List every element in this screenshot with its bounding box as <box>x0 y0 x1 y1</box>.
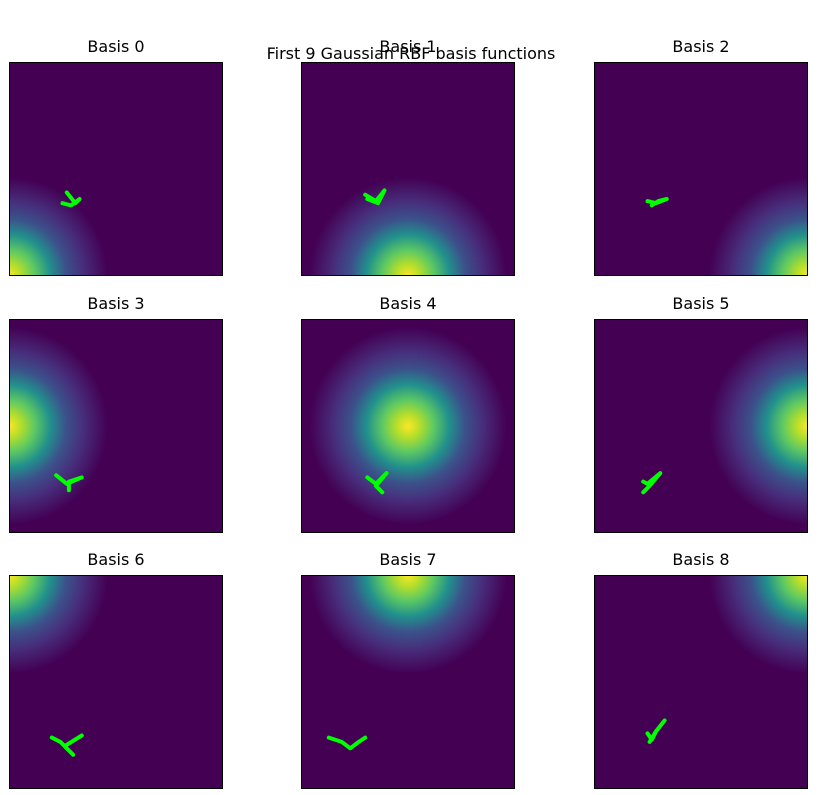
heatmap-plot <box>9 62 223 276</box>
panel-title: Basis 4 <box>379 294 437 313</box>
gaussian-basis-field <box>594 62 808 276</box>
gaussian-basis-field <box>9 319 223 533</box>
marker-stroke <box>365 471 389 495</box>
gaussian-basis-field <box>594 319 808 533</box>
panel-title: Basis 8 <box>672 550 730 569</box>
marker-stroke <box>54 473 84 493</box>
axes-frame <box>594 575 808 789</box>
panel-title: Basis 7 <box>379 550 437 569</box>
axes-frame <box>301 319 515 533</box>
heatmap-plot <box>9 319 223 533</box>
basis-panel-7: Basis 7 <box>301 551 515 789</box>
panel-title: Basis 2 <box>672 37 730 56</box>
basis-panel-5: Basis 5 <box>594 295 808 533</box>
heatmap-plot <box>594 62 808 276</box>
basis-panel-0: Basis 0 <box>9 38 223 276</box>
gaussian-basis-field <box>9 62 223 276</box>
gaussian-basis-field <box>301 575 515 789</box>
heatmap-plot <box>594 319 808 533</box>
axes-frame <box>9 575 223 789</box>
panel-title: Basis 1 <box>379 37 437 56</box>
heatmap-plot <box>9 575 223 789</box>
heatmap-plot <box>301 62 515 276</box>
basis-panel-8: Basis 8 <box>594 551 808 789</box>
marker-stroke <box>645 197 669 208</box>
marker-stroke <box>363 188 387 206</box>
gaussian-basis-field <box>594 575 808 789</box>
axes-frame <box>594 319 808 533</box>
heatmap-plot <box>301 319 515 533</box>
panel-title: Basis 3 <box>87 294 145 313</box>
axes-frame <box>594 62 808 276</box>
figure-title: First 9 Gaussian RBF basis functions <box>266 44 556 63</box>
basis-panel-2: Basis 2 <box>594 38 808 276</box>
axes-frame <box>301 62 515 276</box>
basis-panel-3: Basis 3 <box>9 295 223 533</box>
gaussian-basis-field <box>9 575 223 789</box>
marker-stroke <box>49 733 84 757</box>
gaussian-basis-field <box>301 62 515 276</box>
gaussian-basis-field <box>301 319 515 533</box>
basis-panel-6: Basis 6 <box>9 551 223 789</box>
axes-frame <box>301 575 515 789</box>
marker-stroke <box>645 718 667 744</box>
panel-title: Basis 0 <box>87 37 145 56</box>
axes-frame <box>9 319 223 533</box>
marker-stroke <box>326 735 368 751</box>
panel-title: Basis 5 <box>672 294 730 313</box>
marker-stroke <box>641 471 663 495</box>
marker-stroke <box>60 190 82 208</box>
heatmap-plot <box>301 575 515 789</box>
heatmap-plot <box>594 575 808 789</box>
axes-frame <box>9 62 223 276</box>
basis-panel-1: Basis 1 <box>301 38 515 276</box>
panel-title: Basis 6 <box>87 550 145 569</box>
basis-panel-4: Basis 4 <box>301 295 515 533</box>
